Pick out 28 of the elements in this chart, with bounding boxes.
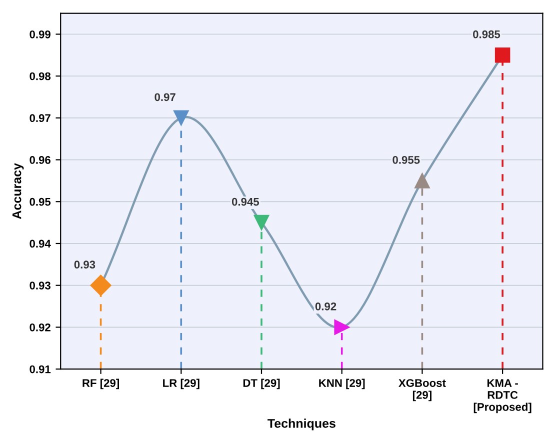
y-tick-label: 0.95: [30, 198, 51, 206]
point: [174, 110, 189, 126]
x-tick-label: LR [29]: [163, 378, 200, 390]
y-tick-label: 0.99: [30, 30, 50, 38]
y-tick-label: 0.96: [30, 156, 50, 164]
y-tick-label: 0.94: [30, 240, 51, 248]
x-tick-label: RF [29]: [82, 378, 119, 390]
data-label: 0.97: [154, 93, 176, 102]
point: [414, 173, 430, 188]
x-tick-label: KNN [29]: [319, 378, 365, 390]
data-label: 0.92: [315, 302, 336, 310]
point: [334, 320, 350, 335]
y-axis-title: Accuracy: [12, 163, 24, 219]
y-tick-label: 0.91: [30, 365, 51, 374]
x-tick-label: KMA - RDTC [Proposed]: [474, 379, 532, 414]
data-label: 0.93: [74, 260, 96, 269]
x-tick-label: XGBoost [29]: [398, 379, 446, 402]
x-tick-label: DT [29]: [243, 378, 280, 390]
y-tick-label: 0.93: [30, 282, 50, 290]
data-label: 0.955: [392, 156, 420, 164]
data-label: 0.945: [232, 198, 260, 206]
point: [494, 47, 510, 63]
y-tick-label: 0.92: [30, 323, 50, 332]
data-label: 0.985: [473, 30, 500, 38]
point: [254, 214, 270, 230]
x-axis-title: Techniques: [268, 418, 336, 430]
y-tick-label: 0.98: [30, 72, 51, 80]
y-tick-label: 0.97: [30, 114, 50, 122]
